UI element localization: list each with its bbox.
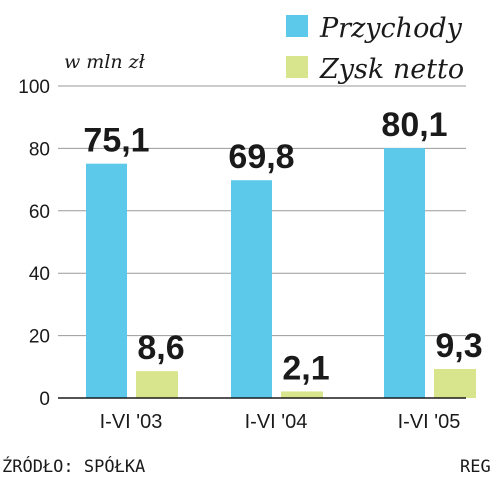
bar-przychody bbox=[384, 148, 425, 398]
legend-label-przychody: Przychody bbox=[319, 13, 463, 44]
y-tick-label: 60 bbox=[29, 202, 50, 223]
x-category-label: I-VI '04 bbox=[245, 411, 308, 433]
bar-przychody bbox=[231, 180, 272, 398]
bar-zysk-netto bbox=[434, 368, 476, 398]
source-note: ŹRÓDŁO: SPÓŁKA bbox=[2, 455, 145, 477]
legend: Przychody Zysk netto bbox=[286, 13, 464, 85]
value-label: 8,6 bbox=[137, 329, 184, 367]
unit-label: w mln zł bbox=[64, 51, 146, 73]
bar-zysk-netto bbox=[136, 371, 178, 398]
legend-swatch-zysk-netto bbox=[286, 56, 308, 78]
value-labels: 75,1 8,6 69,8 2,1 80,1 9,3 bbox=[83, 106, 482, 387]
value-label: 75,1 bbox=[83, 122, 149, 160]
x-category-label: I-VI '05 bbox=[398, 411, 461, 433]
value-label: 9,3 bbox=[435, 327, 482, 365]
y-tick-label: 80 bbox=[29, 139, 50, 160]
y-tick-label: 100 bbox=[18, 77, 50, 98]
value-label: 69,8 bbox=[228, 138, 294, 176]
bars bbox=[86, 148, 476, 398]
y-tick-label: 20 bbox=[29, 327, 50, 348]
value-label: 2,1 bbox=[282, 349, 329, 387]
legend-swatch-przychody bbox=[286, 15, 308, 37]
bar-zysk-netto bbox=[281, 391, 323, 398]
y-tick-label: 0 bbox=[39, 389, 50, 410]
x-axis-categories: I-VI '03 I-VI '04 I-VI '05 bbox=[100, 411, 461, 433]
legend-label-zysk-netto: Zysk netto bbox=[319, 54, 464, 85]
bar-przychody bbox=[86, 163, 127, 398]
value-label: 80,1 bbox=[381, 106, 447, 144]
x-category-label: I-VI '03 bbox=[100, 411, 163, 433]
credit-note: REG bbox=[460, 457, 491, 477]
y-axis-ticks: 0 20 40 60 80 100 bbox=[18, 77, 50, 410]
y-tick-label: 40 bbox=[29, 264, 50, 285]
